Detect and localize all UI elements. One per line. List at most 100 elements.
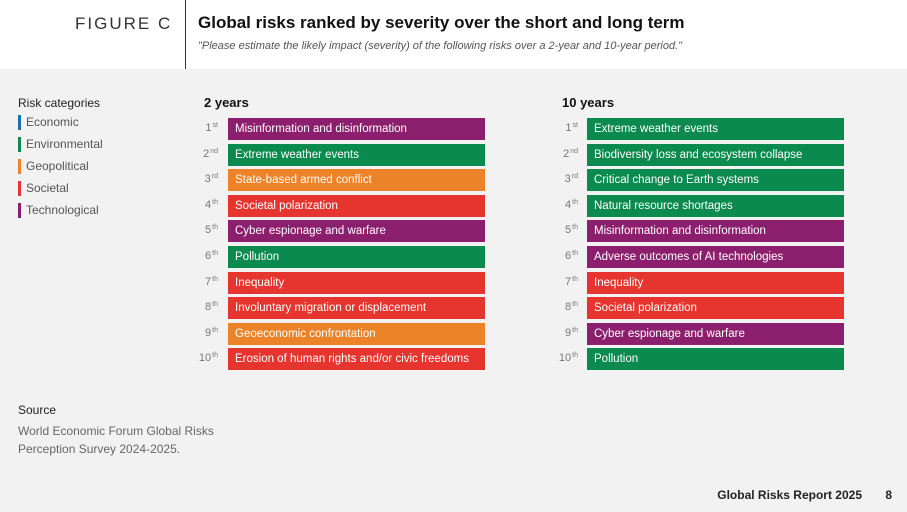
rank-suffix: rd xyxy=(571,173,578,180)
rank-suffix: st xyxy=(572,122,578,129)
risk-bar: Involuntary migration or displacement xyxy=(228,297,485,319)
risk-bar: Cyber espionage and warfare xyxy=(587,323,844,345)
rank-number: 6 xyxy=(565,250,572,262)
rank-number: 10 xyxy=(558,352,572,364)
rank-number: 7 xyxy=(205,276,212,288)
legend-swatch xyxy=(18,159,21,174)
legend-swatch xyxy=(18,203,21,218)
rank-suffix: th xyxy=(572,352,578,359)
risk-bar: Geoeconomic confrontation xyxy=(228,323,485,345)
legend-item: Technological xyxy=(18,203,103,225)
rank-suffix: th xyxy=(212,327,218,334)
rank-suffix: th xyxy=(212,276,218,283)
risk-bar: Societal polarization xyxy=(228,195,485,217)
rank-suffix: th xyxy=(212,250,218,257)
rank-number: 2 xyxy=(203,148,210,160)
rank-label: 4th xyxy=(178,199,218,211)
rank-number: 2 xyxy=(563,148,570,160)
figure-subtitle: "Please estimate the likely impact (seve… xyxy=(198,40,683,52)
rank-label: 10th xyxy=(178,352,218,364)
rank-number: 1 xyxy=(565,122,572,134)
risk-bar: Erosion of human rights and/or civic fre… xyxy=(228,348,485,370)
rank-label: 1st xyxy=(538,122,578,134)
rank-suffix: nd xyxy=(210,148,218,155)
legend-items: Economic Environmental Geopolitical Societa… xyxy=(18,115,103,225)
rank-suffix: th xyxy=(572,250,578,257)
legend-swatch xyxy=(18,115,21,130)
legend-title: Risk categories xyxy=(18,96,101,110)
rank-number: 7 xyxy=(565,276,572,288)
rank-suffix: th xyxy=(572,301,578,308)
legend-label: Societal xyxy=(26,181,69,195)
legend-label: Technological xyxy=(26,203,99,217)
rank-number: 8 xyxy=(205,301,212,313)
column-title: 10 years xyxy=(562,95,615,110)
rank-suffix: st xyxy=(212,122,218,129)
rank-label: 9th xyxy=(178,327,218,339)
rank-label: 7th xyxy=(538,276,578,288)
risk-bar: Pollution xyxy=(228,246,485,268)
rank-number: 10 xyxy=(198,352,212,364)
rank-label: 2nd xyxy=(538,148,578,160)
rank-suffix: rd xyxy=(211,173,218,180)
rank-number: 1 xyxy=(205,122,212,134)
legend-item: Economic xyxy=(18,115,103,137)
rank-label: 6th xyxy=(178,250,218,262)
risk-bar: Biodiversity loss and ecosystem collapse xyxy=(587,144,844,166)
legend-label: Economic xyxy=(26,115,79,129)
risk-bar: Cyber espionage and warfare xyxy=(228,220,485,242)
legend-item: Societal xyxy=(18,181,103,203)
risk-bar: Inequality xyxy=(587,272,844,294)
risk-bar: State-based armed conflict xyxy=(228,169,485,191)
rank-label: 8th xyxy=(538,301,578,313)
rank-suffix: th xyxy=(572,199,578,206)
rank-label: 1st xyxy=(178,122,218,134)
rank-number: 4 xyxy=(205,199,212,211)
legend-swatch xyxy=(18,181,21,196)
risk-categories-legend: Risk categories Economic Environmental Geo… xyxy=(18,96,103,225)
rank-number: 6 xyxy=(205,250,212,262)
rank-number: 5 xyxy=(565,224,572,236)
rank-number: 9 xyxy=(205,327,212,339)
figure-label: FIGURE C xyxy=(75,14,173,33)
figure-title: Global risks ranked by severity over the… xyxy=(198,13,685,32)
rank-suffix: th xyxy=(212,199,218,206)
legend-swatch xyxy=(18,137,21,152)
risk-bar: Extreme weather events xyxy=(228,144,485,166)
risk-bar: Inequality xyxy=(228,272,485,294)
rank-number: 3 xyxy=(564,173,571,185)
page-number: 8 xyxy=(885,488,892,502)
rank-number: 5 xyxy=(205,224,212,236)
rank-label: 4th xyxy=(538,199,578,211)
rank-label: 5th xyxy=(178,224,218,236)
risk-bar: Misinformation and disinformation xyxy=(228,118,485,140)
rank-label: 3rd xyxy=(538,173,578,185)
rank-suffix: th xyxy=(212,301,218,308)
rank-number: 4 xyxy=(565,199,572,211)
rank-suffix: nd xyxy=(570,148,578,155)
risk-bar: Extreme weather events xyxy=(587,118,844,140)
rank-label: 2nd xyxy=(178,148,218,160)
risk-bar: Societal polarization xyxy=(587,297,844,319)
figure-header: FIGURE C Global risks ranked by severity… xyxy=(0,0,907,69)
rank-label: 9th xyxy=(538,327,578,339)
rank-number: 8 xyxy=(565,301,572,313)
rank-suffix: th xyxy=(572,224,578,231)
rank-label: 8th xyxy=(178,301,218,313)
legend-item: Environmental xyxy=(18,137,103,159)
rank-label: 6th xyxy=(538,250,578,262)
rank-label: 5th xyxy=(538,224,578,236)
source-text: World Economic Forum Global Risks Percep… xyxy=(18,424,214,456)
legend-label: Geopolitical xyxy=(26,159,89,173)
header-divider xyxy=(185,0,186,69)
report-name: Global Risks Report 2025 xyxy=(717,488,862,502)
rank-suffix: th xyxy=(572,327,578,334)
source-block: Source World Economic Forum Global Risks… xyxy=(18,403,218,458)
rank-label: 3rd xyxy=(178,173,218,185)
risk-bar: Critical change to Earth systems xyxy=(587,169,844,191)
risk-bar: Pollution xyxy=(587,348,844,370)
rank-number: 3 xyxy=(204,173,211,185)
rank-suffix: th xyxy=(212,352,218,359)
rank-label: 10th xyxy=(538,352,578,364)
column-title: 2 years xyxy=(204,95,249,110)
